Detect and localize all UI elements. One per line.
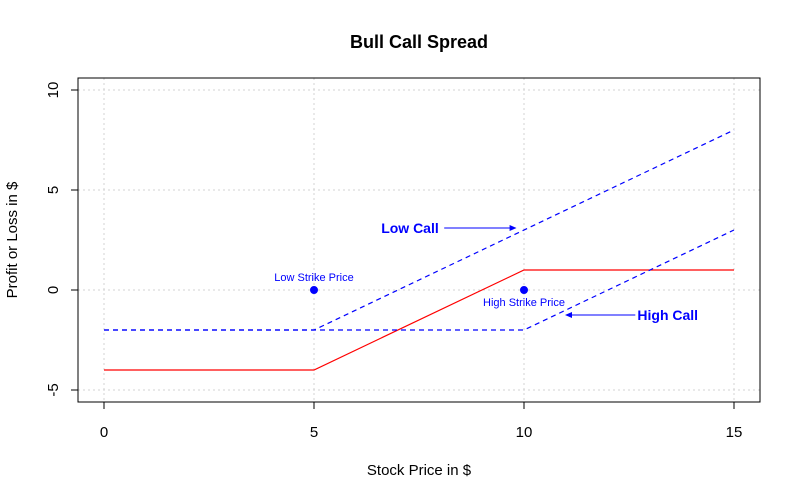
- x-axis-label: Stock Price in $: [367, 462, 472, 479]
- x-axis: 0 5 10 15: [100, 401, 743, 441]
- strike-point: [310, 286, 318, 294]
- x-tick-label: 5: [310, 424, 318, 441]
- chart-title: Bull Call Spread: [350, 32, 488, 52]
- x-tick-label: 15: [726, 424, 743, 441]
- y-tick-label: -5: [45, 383, 62, 396]
- annotation-label: High Call: [637, 307, 698, 323]
- x-tick-label: 0: [100, 424, 108, 441]
- x-tick-label: 10: [516, 424, 533, 441]
- y-tick-label: 5: [45, 186, 62, 194]
- series-layer: [104, 129, 735, 371]
- strike-point-label: Low Strike Price: [274, 272, 353, 284]
- grid: [78, 78, 760, 402]
- points-layer: Low Strike Price High Strike Price: [274, 272, 565, 309]
- series-line-1: [104, 269, 734, 371]
- y-axis-label: Profit or Loss in $: [4, 181, 21, 298]
- plot-frame: [77, 77, 761, 403]
- series-line-3: [104, 229, 735, 331]
- annotations-layer: Low Call High Call: [381, 220, 698, 323]
- y-tick-label: 0: [45, 286, 62, 294]
- strike-point: [520, 286, 528, 294]
- strike-point-label: High Strike Price: [483, 297, 565, 309]
- y-tick-label: 10: [45, 82, 62, 99]
- y-axis: -5 0 5 10: [45, 82, 79, 397]
- annotation-label: Low Call: [381, 220, 439, 236]
